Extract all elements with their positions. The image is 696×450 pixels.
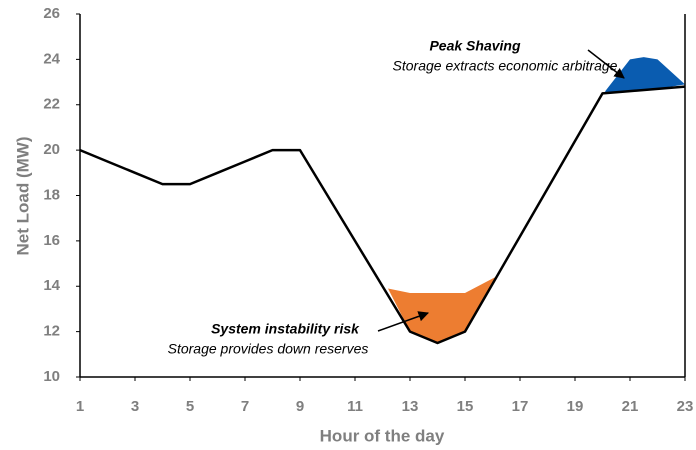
- y-tick-label: 12: [43, 323, 60, 340]
- area: [388, 277, 496, 343]
- annotation-title: System instability risk: [211, 321, 360, 337]
- x-axis-title: Hour of the day: [320, 426, 445, 445]
- x-tick-label: 5: [186, 398, 194, 415]
- annotation-arrow: [377, 311, 429, 332]
- area: [605, 57, 685, 94]
- line: [79, 85, 686, 345]
- y-tick-label: 24: [43, 50, 60, 67]
- x-tick-label: 17: [512, 398, 529, 415]
- annotation-title: Peak Shaving: [429, 38, 520, 54]
- x-tick-label: 3: [131, 398, 139, 415]
- y-tick-label: 26: [43, 5, 60, 22]
- y-tick-label: 20: [43, 141, 60, 158]
- x-tick-label: 21: [622, 398, 639, 415]
- x-tick-label: 7: [241, 398, 249, 415]
- y-tick-label: 14: [43, 277, 60, 294]
- annotation-arrow: [587, 49, 625, 79]
- x-tick-label: 23: [677, 398, 694, 415]
- x-tick-label: 19: [567, 398, 584, 415]
- y-tick-label: 10: [43, 368, 60, 385]
- x-tick-label: 15: [457, 398, 474, 415]
- x-tick-label: 13: [402, 398, 419, 415]
- y-tick-label: 18: [43, 186, 60, 203]
- x-tick-label: 11: [347, 398, 363, 415]
- x-tick-label: 1: [76, 398, 84, 415]
- x-tick-label: 9: [296, 398, 304, 415]
- y-tick-label: 22: [43, 96, 60, 113]
- annotation-text: Storage extracts economic arbitrage: [393, 58, 618, 74]
- y-tick-label: 16: [43, 232, 60, 249]
- annotation-text: Storage provides down reserves: [168, 341, 369, 357]
- y-axis-title: Net Load (MW): [13, 137, 32, 256]
